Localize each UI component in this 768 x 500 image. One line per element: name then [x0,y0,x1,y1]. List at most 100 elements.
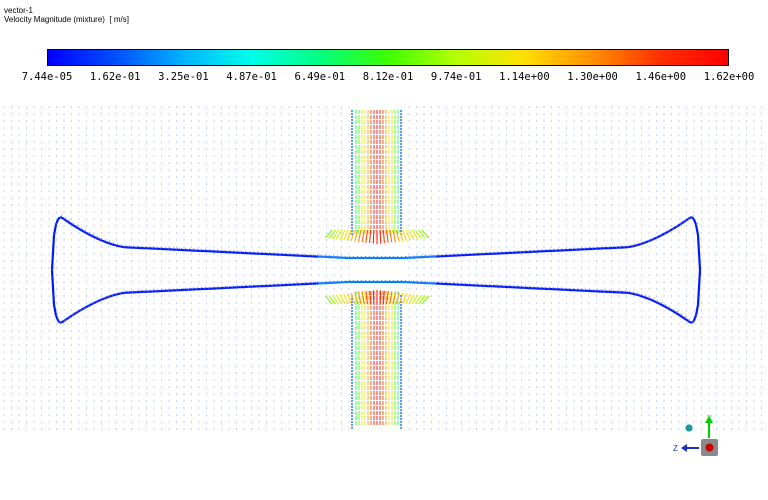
velocity-vector [415,255,419,258]
velocity-vector [411,255,415,258]
interface-contour [111,243,115,246]
velocity-vector [91,233,95,237]
interface-contour [694,224,700,236]
velocity-vector [103,239,107,242]
velocity-vector [387,255,391,259]
interface-contour [105,241,109,244]
interface-contour [73,224,77,228]
interface-contour [641,241,645,245]
interface-contour [101,239,105,243]
velocity-vector [207,248,211,252]
interface-contour [653,236,657,240]
interface-contour [99,238,103,242]
colormap-tick-label: 1.62e+00 [703,71,755,83]
velocity-vector [523,249,527,253]
velocity-vector [143,245,147,249]
colormap-tick-label: 3.25e-01 [158,71,209,83]
velocity-vector [315,254,319,257]
velocity-vector [355,255,359,259]
interface-contour [73,312,77,316]
velocity-vector [679,222,683,225]
velocity-vector [87,303,91,307]
interface-contour [657,235,661,238]
velocity-vector [623,245,627,248]
velocity-vector [359,255,363,259]
interface-contour [61,319,65,324]
velocity-vector [467,252,471,256]
velocity-vector [407,255,411,259]
velocity-vector [323,254,327,258]
velocity-vector [471,252,475,255]
interface-contour [71,223,75,227]
interface-contour [89,234,93,237]
velocity-vector [199,248,203,252]
velocity-vector [287,252,291,256]
velocity-vector [179,247,183,251]
colormap-tick-label: 1.30e+00 [567,71,618,83]
velocity-vector [335,255,339,258]
interface-contour [50,235,56,271]
velocity-vector [235,250,239,253]
velocity-vector [591,246,595,250]
interface-contour [67,220,71,225]
interface-contour [93,301,97,305]
velocity-vector [579,247,583,250]
velocity-vector [295,253,299,256]
velocity-vector [599,246,603,249]
interface-contour [685,218,689,222]
velocity-vector [107,240,111,244]
velocity-vector [555,248,559,251]
interface-contour [85,231,89,235]
velocity-vector [155,246,159,249]
velocity-vector [139,245,143,249]
interface-contour [63,218,67,222]
velocity-vector [527,249,531,253]
velocity-vector [71,313,75,316]
interface-contour [645,240,649,244]
velocity-vector [391,255,395,259]
velocity-vector [163,246,167,250]
velocity-vector [427,254,431,258]
interface-contour [677,223,681,227]
velocity-vector [291,253,295,256]
velocity-vector [51,267,55,271]
interface-contour [57,216,61,221]
colormap-tick-label: 4.87e-01 [226,71,277,83]
interface-contour [85,305,89,309]
velocity-vector [127,245,131,248]
velocity-vector [551,248,555,252]
velocity-vector [211,249,215,252]
velocity-vector [271,252,275,255]
velocity-vector [115,243,119,246]
velocity-vector [183,247,187,251]
velocity-vector [687,216,691,220]
interface-contour [681,220,685,225]
interface-contour [109,242,113,246]
velocity-vector [75,224,79,228]
velocity-vector [539,249,543,252]
velocity-vector [475,252,479,255]
velocity-vector [447,253,451,257]
velocity-vector [607,245,611,249]
velocity-vector [563,248,567,251]
velocity-vector-field[interactable] [0,100,768,440]
velocity-vector [299,253,303,256]
velocity-vector [535,249,539,252]
colormap-tick-label: 8.12e-01 [362,71,414,83]
velocity-vector [79,308,83,311]
velocity-vector [79,227,83,230]
interface-contour [649,238,653,242]
colormap-tick-label: 7.44e-05 [21,71,73,83]
velocity-vector [459,253,463,256]
velocity-vector [231,250,235,253]
velocity-vector [627,244,631,248]
velocity-vector [691,215,695,218]
velocity-vector [147,246,151,249]
velocity-vector [515,250,519,253]
velocity-vector [395,255,399,259]
velocity-vector [215,249,219,252]
velocity-vector [419,254,423,258]
velocity-vector [75,310,79,314]
velocity-vector [159,246,163,250]
velocity-vector [379,255,383,259]
